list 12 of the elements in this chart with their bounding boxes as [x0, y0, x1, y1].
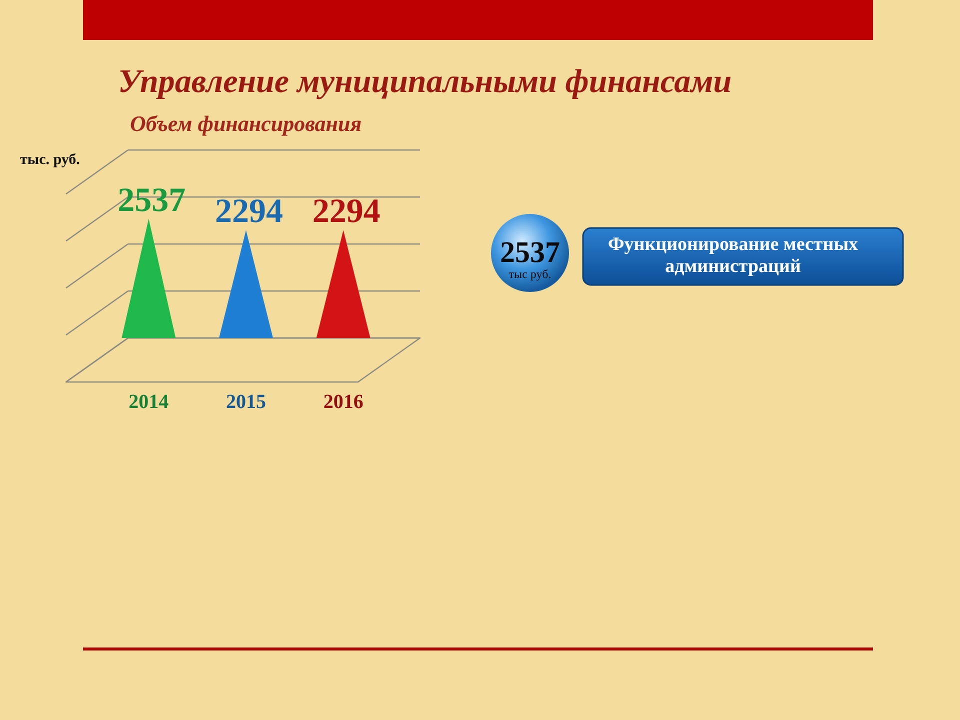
data-label: 2294	[215, 193, 283, 230]
text: тыс руб.	[508, 267, 552, 281]
text: Функционирование местных администраций	[608, 234, 859, 277]
chart-subtitle: Объем финансирования	[130, 111, 362, 136]
x-tick-label: 2015	[226, 391, 266, 414]
data-label: 2537	[118, 182, 186, 219]
x-tick-label: 2016	[323, 391, 364, 414]
text: 2537	[500, 236, 560, 269]
chart-title: Управление муниципальными финансами	[118, 64, 732, 100]
y-axis-title: тыс. руб.	[20, 152, 80, 168]
x-tick-label: 2014	[128, 391, 169, 414]
data-label: 2294	[312, 193, 380, 230]
